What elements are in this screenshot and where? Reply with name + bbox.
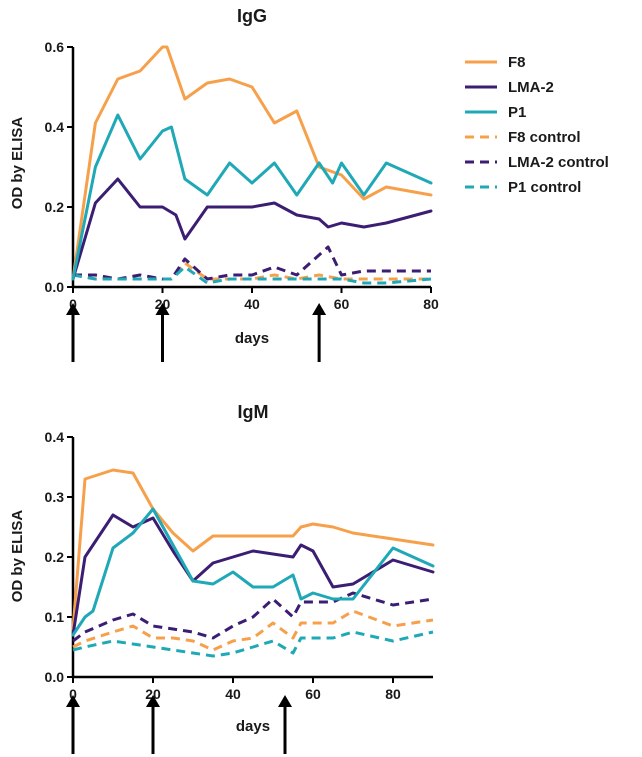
igg-day-arrow-head bbox=[66, 303, 80, 315]
igg-day-arrow-head bbox=[312, 303, 327, 315]
igm-series-p1-line bbox=[71, 507, 435, 637]
igg-chart-panel: IgG OD by ELISA days 0.00.20.40.60204060… bbox=[9, 6, 439, 362]
igm-x-tick-label: 0 bbox=[69, 686, 77, 702]
igg-x-tick-label: 60 bbox=[334, 296, 350, 312]
igg-chart-title: IgG bbox=[237, 6, 267, 26]
igg-y-tick-label: 0.6 bbox=[45, 39, 65, 55]
igm-x-axis-label: days bbox=[236, 718, 270, 735]
igm-day-arrow-head bbox=[146, 695, 160, 707]
igg-series-p1-line bbox=[71, 113, 433, 281]
igm-series-lma-2-line bbox=[71, 513, 435, 637]
igm-y-axis-label: OD by ELISA bbox=[9, 510, 26, 603]
igm-x-tick-label: 80 bbox=[385, 686, 401, 702]
igg-series-lma-2-line bbox=[71, 177, 433, 281]
igg-x-axis-label: days bbox=[235, 330, 269, 347]
igm-y-tick-label: 0.4 bbox=[45, 429, 65, 445]
igg-y-tick-label: 0.0 bbox=[45, 279, 65, 295]
igm-x-tick-label: 20 bbox=[145, 686, 161, 702]
igg-x-tick-label: 80 bbox=[423, 296, 439, 312]
igm-y-tick-label: 0.3 bbox=[45, 489, 65, 505]
igm-y-tick-label: 0.0 bbox=[45, 669, 65, 685]
igm-series-p1-control-line bbox=[72, 630, 434, 658]
igm-series-f8-line bbox=[71, 468, 435, 631]
legend-label: F8 control bbox=[508, 129, 581, 146]
legend-label: LMA-2 bbox=[508, 79, 554, 96]
igm-chart-panel: IgM OD by ELISA days 0.0 0.1 0.2 0.3 0.4 0 20 4… bbox=[9, 402, 435, 754]
legend-label: F8 bbox=[508, 54, 526, 71]
legend-label: LMA-2 control bbox=[508, 154, 609, 171]
igg-day-arrow-head bbox=[155, 303, 170, 315]
igg-y-axis-label: OD by ELISA bbox=[9, 117, 26, 210]
igg-series-f8-line bbox=[71, 45, 433, 281]
igm-day-arrow-head bbox=[66, 695, 80, 707]
igg-x-tick-label: 40 bbox=[244, 296, 260, 312]
igm-y-tick-label: 0.1 bbox=[45, 609, 65, 625]
igg-series-p1-control-line bbox=[72, 265, 432, 285]
legend-label: P1 control bbox=[508, 179, 581, 196]
igg-series-lma-2-control-line bbox=[73, 245, 431, 281]
igg-y-tick-label: 0.2 bbox=[45, 199, 65, 215]
igm-x-tick-label: 60 bbox=[305, 686, 321, 702]
legend-label: P1 bbox=[508, 104, 526, 121]
igm-x-tick-label: 40 bbox=[225, 686, 241, 702]
igm-day-arrow-head bbox=[278, 695, 292, 707]
igg-y-tick-label: 0.4 bbox=[45, 119, 65, 135]
igm-series-f8-control-line bbox=[72, 609, 434, 652]
igm-series-lma-2-control-line bbox=[72, 591, 434, 643]
legend: F8 LMA-2 P1 F8 control LMA-2 control P1 contr… bbox=[465, 54, 609, 196]
igm-chart-title: IgM bbox=[238, 402, 269, 422]
igg-series-f8-control-line bbox=[72, 261, 431, 281]
igm-y-tick-label: 0.2 bbox=[45, 549, 65, 565]
